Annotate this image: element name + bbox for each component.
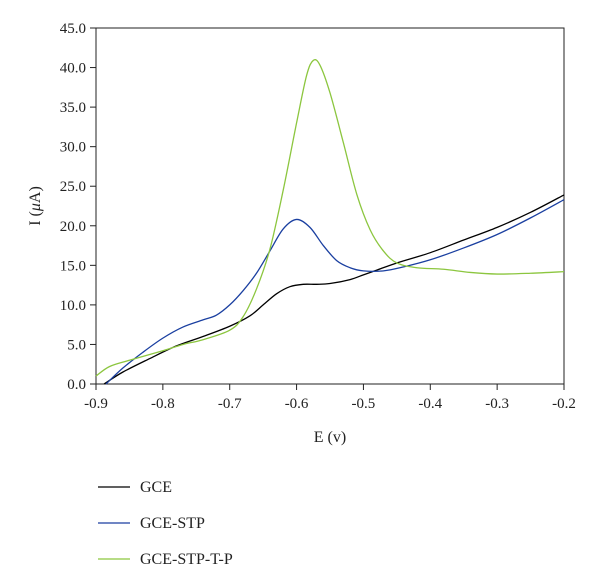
x-tick-label: -0.9 [84, 396, 108, 412]
legend-item-gce: GCE [98, 479, 172, 496]
y-tick-label: 20.0 [60, 219, 86, 235]
x-tick-label: -0.5 [352, 396, 376, 412]
series-line-gce [103, 194, 565, 385]
x-tick-label: -0.2 [552, 396, 576, 412]
series-line-gce-stp [105, 199, 565, 385]
legend: GCE GCE-STP GCE-STP-T-P [98, 479, 233, 568]
x-tick-label: -0.3 [485, 396, 509, 412]
legend-label: GCE-STP-T-P [140, 551, 233, 568]
y-axis-title: I (μA) [27, 186, 44, 226]
y-tick-label: 25.0 [60, 179, 86, 195]
y-axis-title-mu: μ [27, 203, 44, 212]
legend-item-gce-stp-t-p: GCE-STP-T-P [98, 551, 233, 568]
y-tick-label: 15.0 [60, 258, 86, 274]
plot-area: -0.9 -0.8 -0.7 -0.6 -0.5 -0.4 -0.3 -0.2 0.0 5.0 10… [60, 21, 576, 412]
series-layer [95, 59, 565, 385]
legend-item-gce-stp: GCE-STP [98, 515, 205, 532]
x-tick-label: -0.8 [151, 396, 175, 412]
y-tick-label: 45.0 [60, 21, 86, 37]
x-tick-label: -0.7 [218, 396, 242, 412]
legend-label: GCE-STP [140, 515, 205, 532]
y-tick-label: 0.0 [67, 377, 86, 393]
y-axis-title-prefix: I ( [27, 211, 44, 226]
ticks-layer: -0.9 -0.8 -0.7 -0.6 -0.5 -0.4 -0.3 -0.2 0.0 5.0 10… [60, 21, 576, 412]
series-line-gce-stp-t-p [95, 59, 565, 377]
y-tick-label: 5.0 [67, 337, 86, 353]
x-tick-label: -0.4 [418, 396, 442, 412]
plot-frame [95, 27, 565, 385]
y-tick-label: 40.0 [60, 61, 86, 77]
y-axis-title-suffix: A) [27, 186, 44, 203]
legend-label: GCE [140, 479, 172, 496]
x-axis-title: E (v) [314, 429, 346, 446]
y-tick-label: 35.0 [60, 100, 86, 116]
y-tick-label: 30.0 [60, 140, 86, 156]
x-tick-label: -0.6 [285, 396, 309, 412]
y-tick-label: 10.0 [60, 298, 86, 314]
